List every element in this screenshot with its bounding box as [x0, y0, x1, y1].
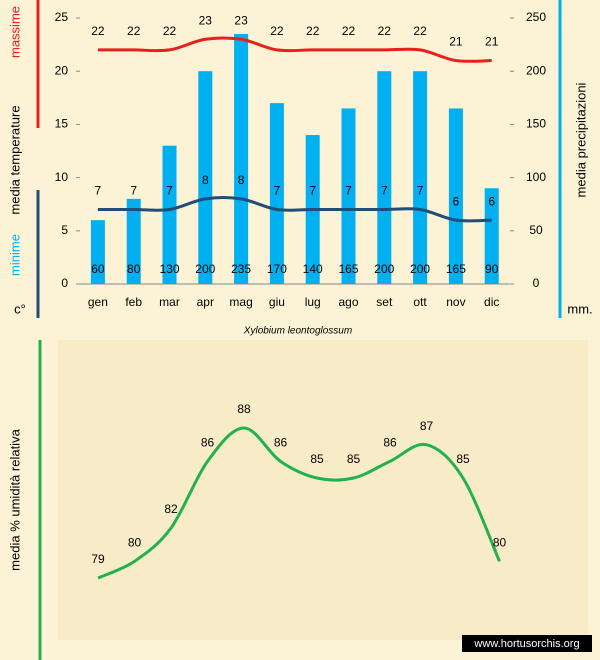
plot-background: [58, 340, 588, 640]
point-label: 80: [493, 536, 507, 550]
point-label: 21: [449, 35, 463, 49]
y-label: media temperature: [7, 105, 22, 214]
point-label: 7: [309, 184, 316, 198]
bar: [413, 71, 428, 284]
bar: [198, 71, 213, 284]
bar: [484, 188, 499, 284]
watermark-box: [462, 635, 592, 652]
point-label: 22: [91, 24, 105, 38]
bar-label: 170: [267, 262, 287, 276]
ymin-label: minime: [7, 234, 22, 276]
bar: [126, 198, 141, 284]
line: [97, 426, 501, 580]
y2-tick-label: 150: [526, 117, 546, 131]
y2-tick-label: 0: [533, 276, 540, 290]
y2-tick-label: 250: [526, 10, 546, 24]
point-label: 8: [202, 173, 209, 187]
point-label: 80: [128, 536, 142, 550]
point-label: 82: [164, 502, 178, 516]
bar-label: 130: [159, 262, 179, 276]
y2-tick-label: 100: [526, 170, 546, 184]
point-label: 22: [306, 24, 320, 38]
bar: [377, 71, 392, 284]
bar: [234, 33, 249, 285]
point-label: 22: [378, 24, 392, 38]
point-label: 6: [488, 194, 495, 208]
x-tick-label: nov: [446, 295, 465, 309]
point-label: 7: [95, 184, 102, 198]
x-tick-label: feb: [125, 295, 142, 309]
bar-label: 200: [410, 262, 430, 276]
bar: [448, 108, 463, 284]
bar-label: 140: [303, 262, 323, 276]
bar-label: 90: [485, 262, 499, 276]
x-tick-label: mag: [229, 295, 252, 309]
line: [97, 36, 492, 63]
bar: [162, 145, 177, 284]
point-label: 22: [413, 24, 427, 38]
line: [97, 196, 492, 223]
x-tick-label: ago: [338, 295, 358, 309]
point-label: 22: [342, 24, 356, 38]
point-label: 7: [166, 184, 173, 198]
caption: Xylobium leontoglossum: [243, 326, 352, 337]
watermark: www.hortusorchis.org: [473, 638, 579, 650]
point-label: 22: [163, 24, 177, 38]
y-tick-label: 0: [61, 276, 68, 290]
point-label: 22: [127, 24, 141, 38]
point-label: 86: [274, 436, 288, 450]
y-tick-label: 10: [55, 170, 69, 184]
point-label: 86: [201, 436, 215, 450]
x-tick-label: giu: [269, 295, 285, 309]
point-label: 6: [453, 194, 460, 208]
x-tick-label: mar: [159, 295, 180, 309]
point-label: 79: [91, 552, 105, 566]
point-label: 85: [310, 452, 324, 466]
point-label: 22: [270, 24, 284, 38]
point-label: 87: [420, 419, 434, 433]
ymax-label: massime: [7, 6, 22, 58]
y-tick-label: 25: [55, 10, 69, 24]
x-tick-label: ott: [413, 295, 427, 309]
point-label: 8: [238, 173, 245, 187]
point-label: 7: [130, 184, 137, 198]
y-tick-label: 5: [61, 223, 68, 237]
point-label: 7: [381, 184, 388, 198]
bar: [90, 220, 105, 284]
point-label: 21: [485, 35, 499, 49]
point-label: 88: [237, 402, 251, 416]
y-unit: c°: [14, 301, 26, 316]
point-label: 85: [347, 452, 361, 466]
point-label: 7: [345, 184, 352, 198]
y2-unit: mm.: [567, 301, 592, 316]
y2-tick-label: 50: [529, 223, 543, 237]
x-tick-label: gen: [88, 295, 108, 309]
point-label: 23: [199, 13, 213, 27]
bar: [269, 103, 284, 285]
y-tick-label: 20: [55, 63, 69, 77]
bar-label: 235: [231, 262, 251, 276]
point-label: 7: [417, 184, 424, 198]
x-tick-label: set: [376, 295, 393, 309]
bar-label: 165: [338, 262, 358, 276]
bar-label: 165: [446, 262, 466, 276]
bar-label: 200: [195, 262, 215, 276]
humidity-label: media % umidità relativa: [7, 428, 22, 570]
point-label: 86: [383, 436, 397, 450]
x-tick-label: apr: [197, 295, 214, 309]
bar-label: 80: [127, 262, 141, 276]
point-label: 23: [234, 13, 248, 27]
y-tick-label: 15: [55, 117, 69, 131]
point-label: 85: [456, 452, 470, 466]
bar-label: 60: [91, 262, 105, 276]
y2-label: media precipitazioni: [573, 82, 588, 197]
x-tick-label: lug: [305, 295, 321, 309]
bar: [341, 108, 356, 284]
y2-tick-label: 200: [526, 63, 546, 77]
x-tick-label: dic: [484, 295, 499, 309]
bar-label: 200: [374, 262, 394, 276]
point-label: 7: [274, 184, 281, 198]
